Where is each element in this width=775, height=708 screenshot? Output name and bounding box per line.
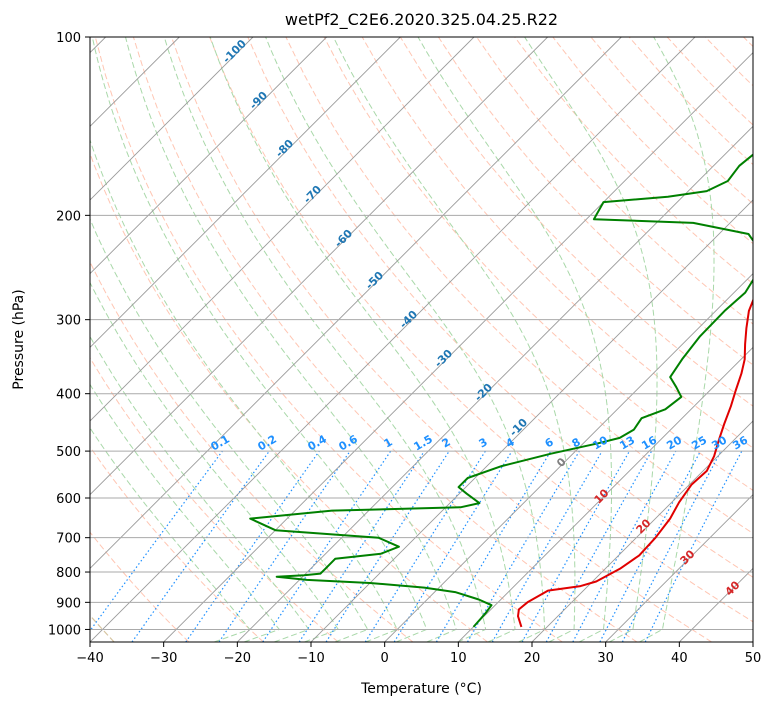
mixing-ratio-line [393,450,513,642]
mixing-ratio-line [90,450,223,632]
moist-adiabat [209,37,516,642]
dry-adiabat [514,37,753,285]
dry-adiabat [171,37,712,642]
mixing-ratio-line [325,450,450,642]
moist-adiabat [90,427,251,642]
isotherm [90,37,475,422]
dry-adiabat [90,151,488,642]
y-tick-label: 400 [56,388,81,403]
dry-adiabat [94,37,563,642]
dry-adiabat [399,37,753,407]
isotherm [90,37,696,642]
x-tick-label: −40 [76,651,103,666]
moist-adiabat [91,37,428,642]
isotherm [90,37,401,348]
isotherm [310,199,753,642]
background-lines [90,37,753,642]
y-tick-label: 600 [56,492,81,507]
mixing-ratio-line [644,450,743,642]
isotherm [605,494,753,642]
mixing-ratio-line [298,450,425,642]
moist-adiabat [639,37,715,642]
y-tick-label: 700 [56,532,81,547]
y-tick-label: 1000 [48,623,81,638]
y-tick-label: 200 [56,209,81,224]
isotherm [90,37,548,496]
isotherm [163,52,753,642]
chart-title: wetPf2_C2E6.2020.325.04.25.R22 [285,10,558,30]
moist-adiabat [524,37,658,642]
x-tick-label: −30 [150,651,177,666]
isotherm [90,37,622,569]
mixing-ratio-line [545,450,653,642]
dry-adiabat [285,37,753,534]
dry-adiabat [90,356,339,642]
sounding-series [249,153,753,628]
x-axis-label: Temperature (°C) [360,681,482,697]
y-tick-label: 900 [56,596,81,611]
isotherm [90,37,254,201]
dry-adiabat [90,531,190,642]
dry-adiabat [247,37,753,578]
y-axis-label: Pressure (hPa) [11,289,27,389]
moist-adiabat [125,37,457,642]
mixing-ratio-line [572,450,677,642]
dry-adiabat [437,37,753,366]
y-tick-label: 500 [56,445,81,460]
mixing-ratio-line [262,450,392,642]
x-tick-label: 10 [450,651,467,666]
dry-adiabat [361,37,753,449]
y-axis: 100 200 300 400 500 600 700 800 900 1000 [48,31,90,638]
x-tick-label: 30 [597,651,614,666]
y-tick-label: 300 [56,314,81,329]
moist-adiabat [417,37,612,642]
plot-background [90,37,753,642]
dewpoint-line [249,153,753,628]
moist-adiabat [90,383,281,642]
y-tick-label: 100 [56,31,81,46]
isotherm [384,273,753,642]
temperature-line [517,297,753,628]
plot-frame [89,36,754,643]
x-tick-label: −10 [297,651,324,666]
x-tick-label: 20 [524,651,541,666]
x-tick-label: 40 [671,651,688,666]
x-tick-label: 50 [745,651,762,666]
dry-adiabat [90,446,264,642]
x-tick-label: −20 [224,651,251,666]
x-axis: −40 −30 −20 −10 0 10 20 30 40 50 [76,642,761,666]
moist-adiabat [90,281,340,642]
pressure-grid [90,37,753,630]
x-tick-label: 0 [381,651,389,666]
isotherm [458,346,753,642]
isotherm [237,125,753,642]
mixing-ratio-line [218,450,351,642]
mixing-ratio-line [185,450,320,642]
y-tick-label: 800 [56,566,81,581]
moist-adiabat [90,138,398,642]
mixing-ratio-line [521,450,631,642]
isotherm [90,37,327,275]
moist-adiabat [265,37,546,642]
mixing-ratio-line [131,450,270,642]
isotherm [531,420,753,642]
dry-adiabat [209,37,753,623]
moist-adiabat [163,37,487,642]
